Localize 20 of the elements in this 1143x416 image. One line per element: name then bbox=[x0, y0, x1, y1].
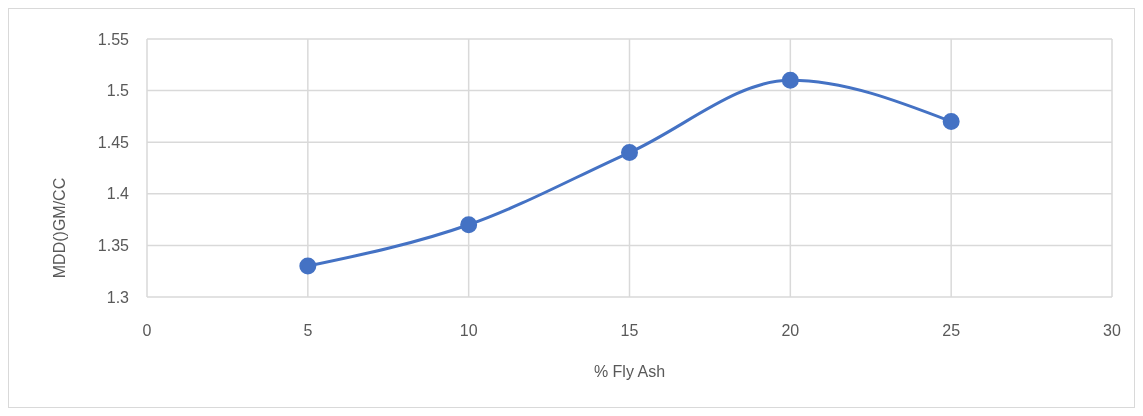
y-tick-label: 1.4 bbox=[106, 185, 130, 203]
x-tick-label: 20 bbox=[781, 322, 800, 340]
x-tick-label: 30 bbox=[1103, 322, 1121, 340]
x-tick-label: 15 bbox=[620, 322, 639, 340]
y-tick-label: 1.45 bbox=[97, 133, 130, 151]
point bbox=[781, 71, 799, 89]
point bbox=[942, 113, 960, 131]
x-tick-label: 25 bbox=[942, 322, 961, 340]
point bbox=[621, 144, 638, 162]
y-tick-label: 1.55 bbox=[97, 30, 130, 48]
x-tick-label: 10 bbox=[459, 322, 478, 340]
x-tick-label: 0 bbox=[142, 322, 152, 340]
point bbox=[460, 216, 478, 234]
x-tick-label: 5 bbox=[303, 322, 313, 340]
y-tick-label: 1.5 bbox=[106, 82, 130, 100]
y-tick-label: 1.35 bbox=[97, 237, 130, 255]
y-tick-label: 1.3 bbox=[106, 288, 130, 306]
x-axis-title: % Fly Ash bbox=[593, 363, 666, 380]
y-axis-title: MDD()GM/CC bbox=[50, 177, 68, 279]
point bbox=[299, 257, 317, 275]
